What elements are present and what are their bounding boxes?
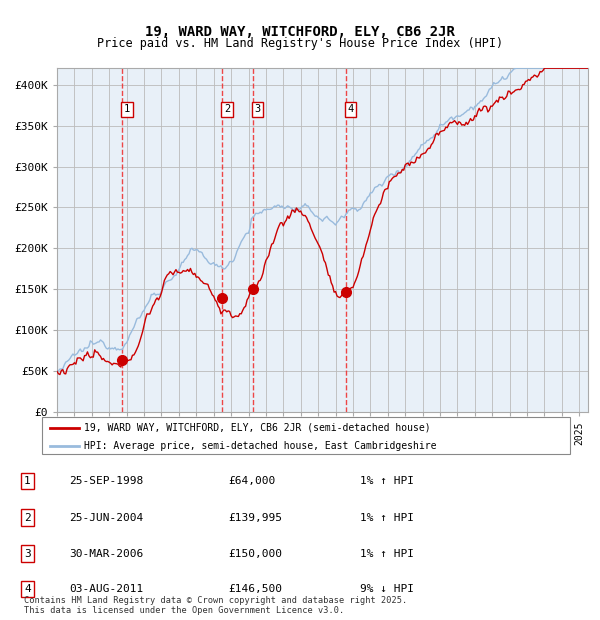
Text: 25-JUN-2004: 25-JUN-2004 <box>69 513 143 523</box>
FancyBboxPatch shape <box>42 417 570 454</box>
Text: 1% ↑ HPI: 1% ↑ HPI <box>360 476 414 486</box>
Text: 1% ↑ HPI: 1% ↑ HPI <box>360 549 414 559</box>
Text: 03-AUG-2011: 03-AUG-2011 <box>69 584 143 594</box>
Text: 30-MAR-2006: 30-MAR-2006 <box>69 549 143 559</box>
Text: 1: 1 <box>24 476 31 486</box>
Text: 1% ↑ HPI: 1% ↑ HPI <box>360 513 414 523</box>
Text: £150,000: £150,000 <box>228 549 282 559</box>
Text: £64,000: £64,000 <box>228 476 275 486</box>
Text: HPI: Average price, semi-detached house, East Cambridgeshire: HPI: Average price, semi-detached house,… <box>84 441 437 451</box>
Text: £139,995: £139,995 <box>228 513 282 523</box>
Text: Price paid vs. HM Land Registry's House Price Index (HPI): Price paid vs. HM Land Registry's House … <box>97 37 503 50</box>
Text: 3: 3 <box>254 104 261 114</box>
Text: 4: 4 <box>24 584 31 594</box>
Text: 3: 3 <box>24 549 31 559</box>
Text: 2: 2 <box>24 513 31 523</box>
Text: £146,500: £146,500 <box>228 584 282 594</box>
Text: 1: 1 <box>124 104 130 114</box>
Text: Contains HM Land Registry data © Crown copyright and database right 2025.
This d: Contains HM Land Registry data © Crown c… <box>24 596 407 615</box>
Text: 2: 2 <box>224 104 230 114</box>
Text: 9% ↓ HPI: 9% ↓ HPI <box>360 584 414 594</box>
Text: 25-SEP-1998: 25-SEP-1998 <box>69 476 143 486</box>
Text: 19, WARD WAY, WITCHFORD, ELY, CB6 2JR: 19, WARD WAY, WITCHFORD, ELY, CB6 2JR <box>145 25 455 39</box>
Text: 4: 4 <box>347 104 354 114</box>
Text: 19, WARD WAY, WITCHFORD, ELY, CB6 2JR (semi-detached house): 19, WARD WAY, WITCHFORD, ELY, CB6 2JR (s… <box>84 423 431 433</box>
